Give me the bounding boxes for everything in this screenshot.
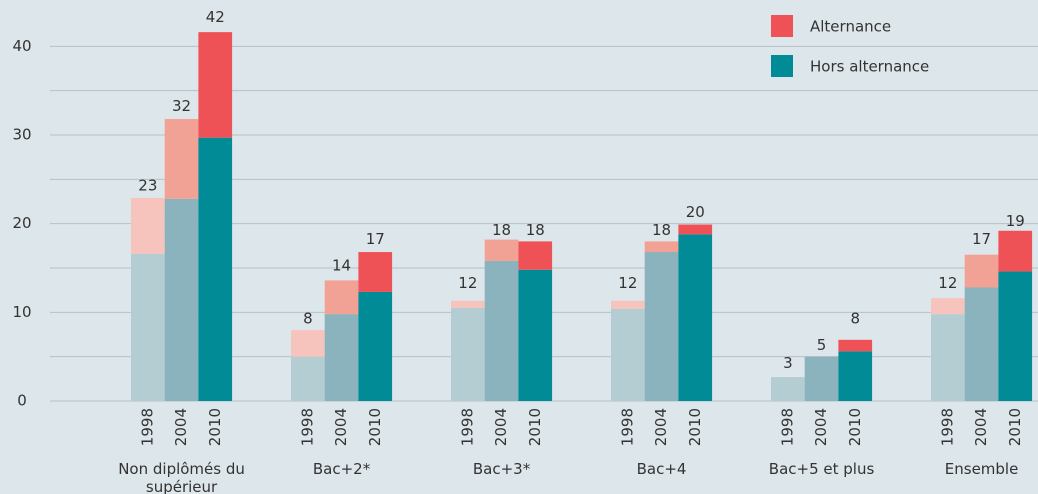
group-label: Bac+3* <box>472 460 531 478</box>
bar-segment <box>838 351 873 401</box>
year-label: 2004 <box>812 408 830 446</box>
year-label: 2010 <box>1006 408 1024 446</box>
bar-segment <box>291 356 325 401</box>
bar-segment <box>131 253 165 401</box>
bar-segment <box>931 298 965 315</box>
bar-total-label: 19 <box>1006 212 1025 230</box>
year-label: 1998 <box>618 408 636 446</box>
year-label: 1998 <box>778 408 796 446</box>
year-label: 1998 <box>458 408 476 446</box>
bar-segment <box>324 280 359 315</box>
bar-total-label: 8 <box>303 310 313 328</box>
bar-segment <box>931 314 965 401</box>
bar-segment <box>678 234 713 401</box>
y-tick-label: 0 <box>17 392 27 410</box>
bar-total-label: 18 <box>526 221 545 239</box>
y-tick-label: 10 <box>12 303 31 321</box>
bar-segment <box>838 339 873 352</box>
group-label: Bac+5 et plus <box>768 460 875 478</box>
year-label: 2010 <box>206 408 224 446</box>
year-label: 1998 <box>298 408 316 446</box>
bar-segment <box>451 307 485 401</box>
bar-segment <box>644 241 679 253</box>
year-label: 2004 <box>652 408 670 446</box>
y-tick-label: 20 <box>12 214 31 232</box>
year-label: 1998 <box>938 408 956 446</box>
bar-segment <box>198 137 233 401</box>
year-label: 2010 <box>846 408 864 446</box>
bar-total-label: 8 <box>850 310 860 328</box>
bar-segment <box>484 260 519 401</box>
year-label: 1998 <box>138 408 156 446</box>
bar-total-label: 12 <box>618 274 637 292</box>
bar-total-label: 32 <box>172 97 191 115</box>
legend-swatch <box>771 55 793 77</box>
bar-total-label: 17 <box>972 230 991 248</box>
bar-total-label: 5 <box>817 336 827 354</box>
bar-segment <box>291 330 325 357</box>
group-label: Ensemble <box>944 460 1019 478</box>
bar-segment <box>998 230 1033 272</box>
bar-total-label: 12 <box>938 274 957 292</box>
bar-segment <box>518 241 553 270</box>
legend-label: Hors alternance <box>810 58 929 76</box>
bar-segment <box>451 300 485 308</box>
bar-total-label: 23 <box>138 177 157 195</box>
group-label: Bac+2* <box>312 460 371 478</box>
year-label: 2004 <box>172 408 190 446</box>
bar-segment <box>964 287 999 401</box>
group-label: Bac+4 <box>636 460 687 478</box>
bar-segment <box>964 254 999 288</box>
bar-segment <box>164 198 199 401</box>
bar-segment <box>358 252 393 292</box>
bar-segment <box>484 239 519 261</box>
year-label: 2004 <box>972 408 990 446</box>
bar-total-label: 17 <box>366 230 385 248</box>
bar-total-label: 20 <box>686 203 705 221</box>
legend-label: Alternance <box>810 18 891 36</box>
legend-swatch <box>771 15 793 37</box>
year-label: 2004 <box>492 408 510 446</box>
bar-segment <box>324 314 359 401</box>
year-label: 2010 <box>526 408 544 446</box>
bar-segment <box>198 32 233 138</box>
bar-segment <box>164 119 199 199</box>
bar-segment <box>131 197 165 254</box>
group-label: Non diplômés du supérieur <box>118 460 245 494</box>
bar-segment <box>678 224 713 235</box>
bar-segment <box>804 356 839 401</box>
bar-total-label: 42 <box>206 8 225 26</box>
bar-segment <box>771 377 805 401</box>
bar-segment <box>998 271 1033 401</box>
bar-segment <box>611 300 645 309</box>
y-tick-label: 40 <box>12 37 31 55</box>
year-label: 2010 <box>366 408 384 446</box>
bar-segment <box>611 308 645 401</box>
bar-total-label: 3 <box>783 354 793 372</box>
y-tick-label: 30 <box>12 126 31 144</box>
bar-segment <box>518 269 553 401</box>
bar-total-label: 18 <box>492 221 511 239</box>
year-label: 2010 <box>686 408 704 446</box>
bar-total-label: 18 <box>652 221 671 239</box>
bar-total-label: 14 <box>332 256 351 274</box>
bar-total-label: 12 <box>458 274 477 292</box>
bar-segment <box>358 291 393 401</box>
year-label: 2004 <box>332 408 350 446</box>
bar-segment <box>644 252 679 401</box>
